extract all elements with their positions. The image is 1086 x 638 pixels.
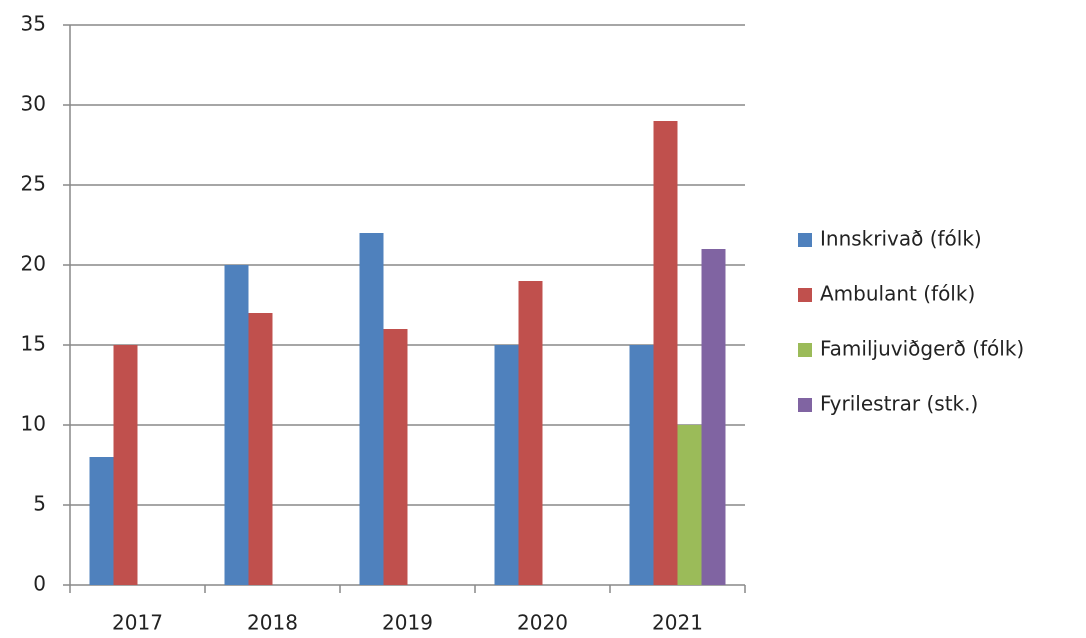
- bar: [383, 329, 408, 585]
- y-tick-label: 10: [21, 412, 46, 436]
- x-tick-label: 2017: [112, 611, 163, 635]
- legend-label: Familjuviðgerð (fólk): [820, 337, 1024, 361]
- x-tick-label: 2019: [382, 611, 433, 635]
- legend-swatch: [798, 288, 812, 302]
- y-tick-label: 5: [33, 492, 46, 516]
- legend-label: Fyrilestrar (stk.): [820, 392, 978, 416]
- bar: [89, 457, 114, 585]
- legend-swatch: [798, 398, 812, 412]
- bar: [224, 265, 249, 585]
- legend-swatch: [798, 343, 812, 357]
- x-tick-label: 2021: [652, 611, 703, 635]
- legend-label: Innskrivað (fólk): [820, 227, 982, 251]
- bar: [494, 345, 519, 585]
- bar: [359, 233, 384, 585]
- y-tick-label: 20: [21, 252, 46, 276]
- y-tick-label: 15: [21, 332, 46, 356]
- bar: [113, 345, 138, 585]
- bar: [518, 281, 543, 585]
- legend-swatch: [798, 233, 812, 247]
- x-tick-label: 2018: [247, 611, 298, 635]
- bar: [701, 249, 726, 585]
- bar: [653, 121, 678, 585]
- bar: [629, 345, 654, 585]
- y-tick-label: 35: [21, 12, 46, 36]
- y-tick-label: 30: [21, 92, 46, 116]
- bar: [677, 425, 702, 585]
- legend-label: Ambulant (fólk): [820, 282, 975, 306]
- bar: [248, 313, 273, 585]
- y-tick-label: 25: [21, 172, 46, 196]
- x-tick-label: 2020: [517, 611, 568, 635]
- y-tick-label: 0: [33, 572, 46, 596]
